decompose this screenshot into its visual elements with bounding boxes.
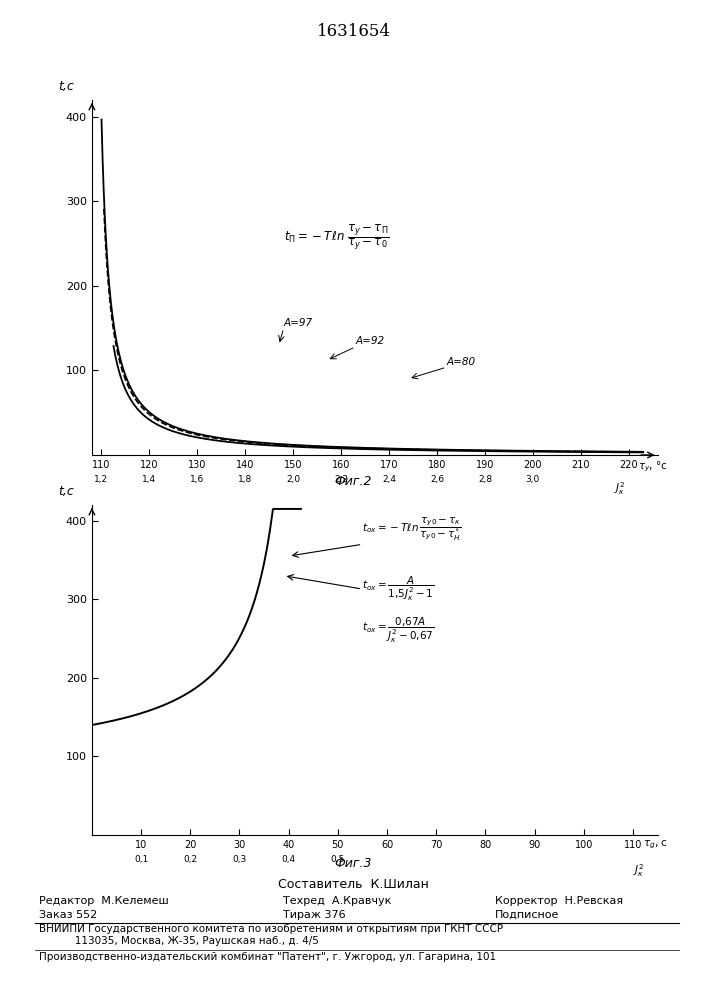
Text: Производственно-издательский комбинат "Патент", г. Ужгород, ул. Гагарина, 101: Производственно-издательский комбинат "П… [39, 952, 496, 962]
Text: 0,3: 0,3 [233, 855, 247, 864]
Text: 3,0: 3,0 [526, 475, 540, 484]
Text: 1631654: 1631654 [317, 23, 390, 40]
Text: 2,8: 2,8 [478, 475, 492, 484]
Text: Заказ 552: Заказ 552 [39, 910, 97, 920]
Text: 1,4: 1,4 [142, 475, 156, 484]
Text: ВНИИПИ Государственного комитета по изобретениям и открытиям при ГКНТ СССР: ВНИИПИ Государственного комитета по изоб… [39, 924, 503, 934]
Text: $t_{ox}=-T\ell n\,\dfrac{\tau_{y0}-\tau_\kappa}{\tau_{y0}-\tau_H^{\circ}}$: $t_{ox}=-T\ell n\,\dfrac{\tau_{y0}-\tau_… [363, 515, 462, 542]
Text: $J_\kappa^2$: $J_\kappa^2$ [614, 480, 626, 497]
Text: Подписное: Подписное [495, 910, 559, 920]
Text: 1,8: 1,8 [238, 475, 252, 484]
Text: t,c: t,c [58, 80, 74, 93]
Text: $t_\Pi = -T\ell n\ \dfrac{\tau_y-\tau_\Pi}{\tau_y-\tau_0}$: $t_\Pi = -T\ell n\ \dfrac{\tau_y-\tau_\P… [284, 222, 390, 252]
Text: $t_{ox}=\dfrac{A}{1{,}5J_\kappa^2-1}$: $t_{ox}=\dfrac{A}{1{,}5J_\kappa^2-1}$ [363, 575, 435, 603]
Text: 2,2: 2,2 [334, 475, 348, 484]
Text: 0,4: 0,4 [281, 855, 296, 864]
Text: Редактор  М.Келемеш: Редактор М.Келемеш [39, 896, 169, 906]
Text: 1,2: 1,2 [95, 475, 109, 484]
Text: $\tau_y$, °c: $\tau_y$, °c [638, 460, 668, 474]
Text: 113035, Москва, Ж-35, Раушская наб., д. 4/5: 113035, Москва, Ж-35, Раушская наб., д. … [39, 936, 319, 946]
Text: 2,4: 2,4 [382, 475, 396, 484]
Text: 0,1: 0,1 [134, 855, 148, 864]
Text: Фиг.3: Фиг.3 [334, 857, 373, 870]
Text: 0,2: 0,2 [183, 855, 197, 864]
Text: 2,6: 2,6 [430, 475, 444, 484]
Text: Фиг.2: Фиг.2 [334, 475, 373, 488]
Text: A=92: A=92 [356, 336, 385, 346]
Text: A=80: A=80 [447, 357, 476, 367]
Text: Составитель  К.Шилан: Составитель К.Шилан [278, 878, 429, 891]
Text: Тираж 376: Тираж 376 [283, 910, 346, 920]
Text: Корректор  Н.Ревская: Корректор Н.Ревская [495, 896, 623, 906]
Text: Техред  А.Кравчук: Техред А.Кравчук [283, 896, 391, 906]
Text: $t_{ox}=\dfrac{0{,}67A}{J_\kappa^2-0{,}67}$: $t_{ox}=\dfrac{0{,}67A}{J_\kappa^2-0{,}6… [363, 616, 435, 645]
Text: $\tau_g$, c: $\tau_g$, c [643, 839, 667, 851]
Text: 2,0: 2,0 [286, 475, 300, 484]
Text: t,c: t,c [58, 485, 74, 498]
Text: 1,6: 1,6 [190, 475, 204, 484]
Text: 0,5: 0,5 [331, 855, 345, 864]
Text: $J_\kappa^2$: $J_\kappa^2$ [633, 862, 644, 879]
Text: A=97: A=97 [284, 318, 312, 328]
